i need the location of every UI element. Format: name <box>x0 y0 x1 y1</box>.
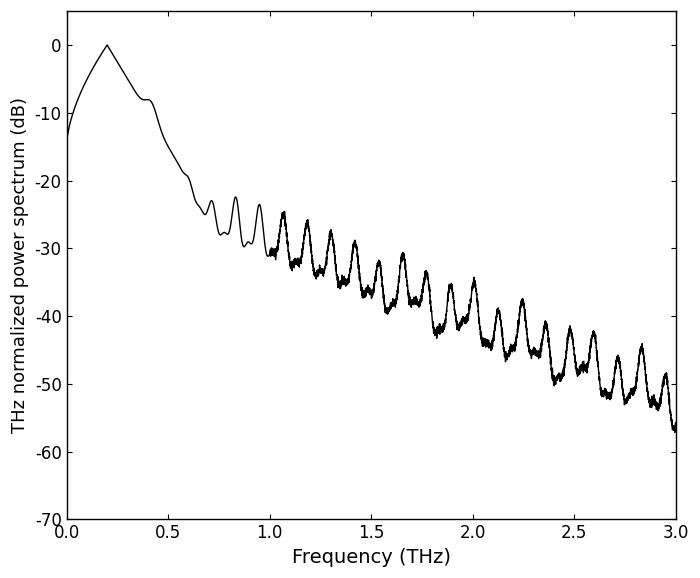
Y-axis label: THz normalized power spectrum (dB): THz normalized power spectrum (dB) <box>11 97 29 433</box>
X-axis label: Frequency (THz): Frequency (THz) <box>292 548 451 567</box>
